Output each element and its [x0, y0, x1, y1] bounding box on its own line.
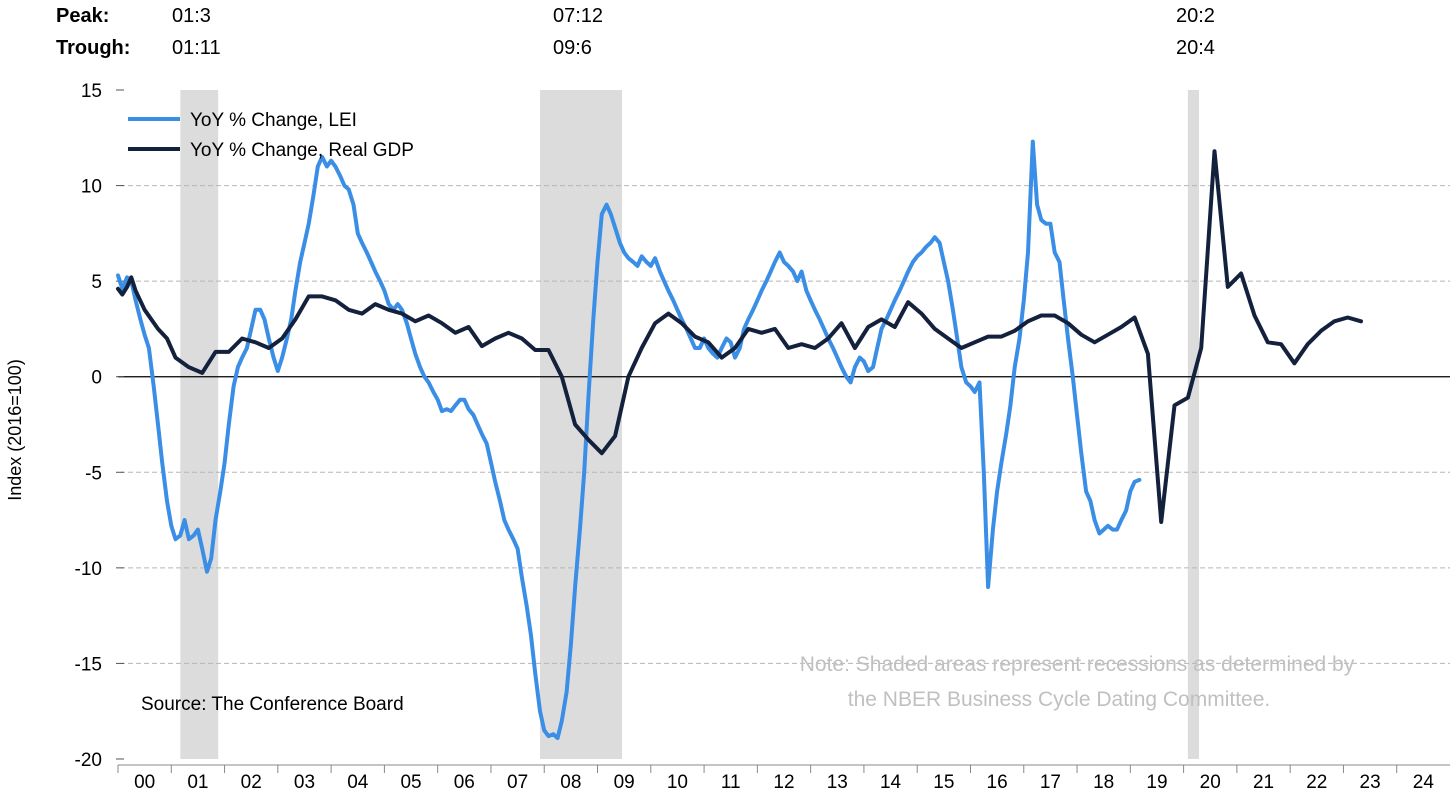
- x-tick-label: 07: [507, 772, 528, 793]
- series-lines: [116, 139, 1363, 740]
- gridlines: [120, 185, 1450, 664]
- y-axis-ticks: 15 10 5 0 -5 -10 -15 -20: [75, 81, 124, 771]
- y-tick-label: -20: [75, 750, 102, 771]
- recession-header: Peak: Trough:: [56, 5, 130, 59]
- y-axis-label: Index (2016=100): [5, 359, 25, 501]
- x-tick-label: 15: [933, 772, 954, 793]
- x-tick-label: 11: [721, 772, 741, 793]
- recession-note: Note: Shaded areas represent recessions …: [800, 653, 1355, 711]
- x-tick-label: 09: [614, 772, 635, 793]
- x-tick-label: 01: [187, 772, 208, 793]
- x-tick-label: 06: [454, 772, 475, 793]
- peak-date: 07:12: [553, 5, 603, 27]
- x-tick-label: 22: [1306, 772, 1327, 793]
- y-tick-label: 10: [81, 177, 102, 198]
- x-tick-label: 00: [134, 772, 155, 793]
- x-tick-label: 10: [667, 772, 688, 793]
- x-tick-label: 21: [1253, 772, 1274, 793]
- x-tick-label: 02: [241, 772, 262, 793]
- note-line-1: Note: Shaded areas represent recessions …: [800, 653, 1355, 676]
- peak-date: 01:3: [172, 5, 211, 27]
- y-tick-label: 15: [81, 81, 102, 102]
- x-tick-label: 08: [560, 772, 581, 793]
- x-tick-label: 16: [987, 772, 1008, 793]
- trough-label: Trough:: [56, 37, 130, 59]
- lei-series-line: [116, 139, 1142, 740]
- x-tick-label: 18: [1093, 772, 1114, 793]
- x-tick-label: 03: [294, 772, 315, 793]
- x-tick-label: 23: [1360, 772, 1381, 793]
- x-tick-label: 14: [880, 772, 902, 793]
- peak-label: Peak:: [56, 5, 109, 27]
- legend-label-lei: YoY % Change, LEI: [190, 110, 357, 131]
- x-tick-label: 12: [773, 772, 794, 793]
- legend-label-gdp: YoY % Change, Real GDP: [190, 140, 414, 161]
- y-tick-label: -15: [75, 654, 102, 675]
- recession-band: [180, 90, 219, 759]
- trough-date: 20:4: [1176, 37, 1215, 59]
- gdp-series-line: [116, 149, 1363, 524]
- y-tick-label: -5: [85, 463, 102, 484]
- x-tick-label: 13: [827, 772, 848, 793]
- trough-date: 09:6: [553, 37, 592, 59]
- note-line-2: the NBER Business Cycle Dating Committee…: [848, 688, 1271, 711]
- y-tick-label: 0: [91, 368, 102, 389]
- legend: YoY % Change, LEI YoY % Change, Real GDP: [128, 110, 414, 161]
- x-tick-label: 17: [1040, 772, 1061, 793]
- trough-date: 01:11: [172, 37, 221, 59]
- recession-dates: 01:3 01:11 07:12 09:6 20:2 20:4: [172, 5, 1215, 59]
- recession-band: [1187, 90, 1200, 759]
- recession-band: [539, 90, 623, 759]
- recession-shading: [180, 90, 1200, 759]
- x-axis: 00 01 02 03 04 05 06 07 08 09 10 11 12 13 14 15 16 17 18 19…: [117, 764, 1450, 793]
- x-tick-label: 04: [347, 772, 369, 793]
- x-tick-label: 19: [1146, 772, 1167, 793]
- x-tick-label: 05: [400, 772, 421, 793]
- x-tick-label: 20: [1200, 772, 1221, 793]
- peak-date: 20:2: [1176, 5, 1215, 27]
- y-tick-label: -10: [75, 559, 102, 580]
- source-note: Source: The Conference Board: [141, 694, 404, 715]
- y-tick-label: 5: [91, 272, 102, 293]
- x-tick-label: 24: [1413, 772, 1435, 793]
